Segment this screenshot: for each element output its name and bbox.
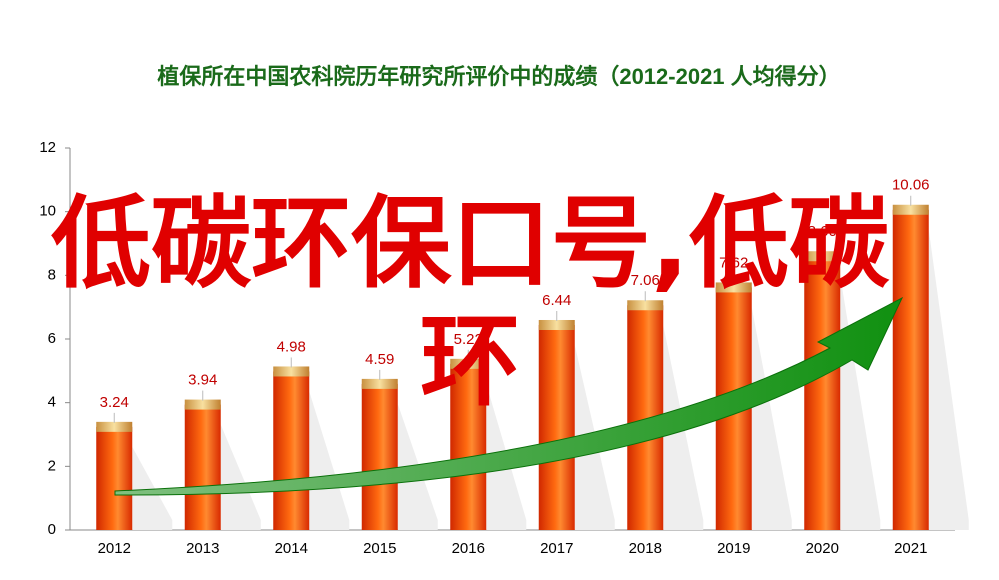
bar-cap [892, 204, 929, 215]
x-tick-label: 2012 [98, 540, 131, 557]
bar-cap [627, 300, 664, 311]
value-label: 4.59 [365, 351, 394, 368]
y-tick-label: 0 [48, 521, 56, 538]
value-label: 7.62 [719, 254, 748, 271]
bar [96, 426, 133, 530]
y-tick-label: 6 [48, 330, 56, 347]
bar-cap [361, 378, 398, 389]
x-tick-label: 2018 [629, 540, 662, 557]
x-tick-label: 2013 [186, 540, 219, 557]
overlay-text: 低碳环保口号,低碳环 [51, 185, 889, 420]
x-tick-label: 2016 [452, 540, 485, 557]
y-tick-label: 8 [48, 266, 56, 283]
y-tick-label: 4 [48, 394, 56, 411]
x-tick-label: 2015 [363, 540, 396, 557]
bar-cap [184, 399, 221, 410]
value-label: 5.22 [454, 331, 483, 348]
bar [361, 383, 398, 530]
bar-cap [96, 421, 133, 432]
x-tick-label: 2020 [806, 540, 839, 557]
bar-cap [715, 282, 752, 293]
bar-cap [450, 358, 487, 369]
bar-shadow [309, 391, 350, 530]
bar [184, 404, 221, 530]
bar [892, 209, 929, 531]
y-tick-label: 12 [39, 139, 56, 156]
value-label: 6.44 [542, 292, 571, 309]
value-label: 4.98 [277, 338, 306, 355]
bar-cap [273, 366, 310, 377]
value-label: 8.60 [808, 223, 837, 240]
bar-cap [538, 319, 575, 330]
value-label: 3.94 [188, 372, 217, 389]
x-tick-label: 2021 [894, 540, 927, 557]
value-label: 7.06 [631, 272, 660, 289]
bar-shadow [132, 446, 173, 530]
bar-cap [804, 251, 841, 262]
bar [450, 363, 487, 530]
y-tick-label: 10 [39, 203, 56, 220]
bar-shadow [928, 229, 969, 531]
bar [804, 256, 841, 530]
value-label: 10.06 [892, 177, 930, 194]
trend-arrow [114, 296, 904, 496]
bar [538, 324, 575, 530]
x-tick-label: 2017 [540, 540, 573, 557]
bar-shadow [751, 307, 792, 530]
bar [273, 371, 310, 530]
value-label: 3.24 [100, 394, 129, 411]
x-tick-label: 2014 [275, 540, 308, 557]
y-tick-label: 2 [48, 457, 56, 474]
bar-shadow [220, 424, 261, 530]
x-tick-label: 2019 [717, 540, 750, 557]
chart-title: 植保所在中国农科院历年研究所评价中的成绩（2012-2021 人均得分） [157, 64, 840, 89]
